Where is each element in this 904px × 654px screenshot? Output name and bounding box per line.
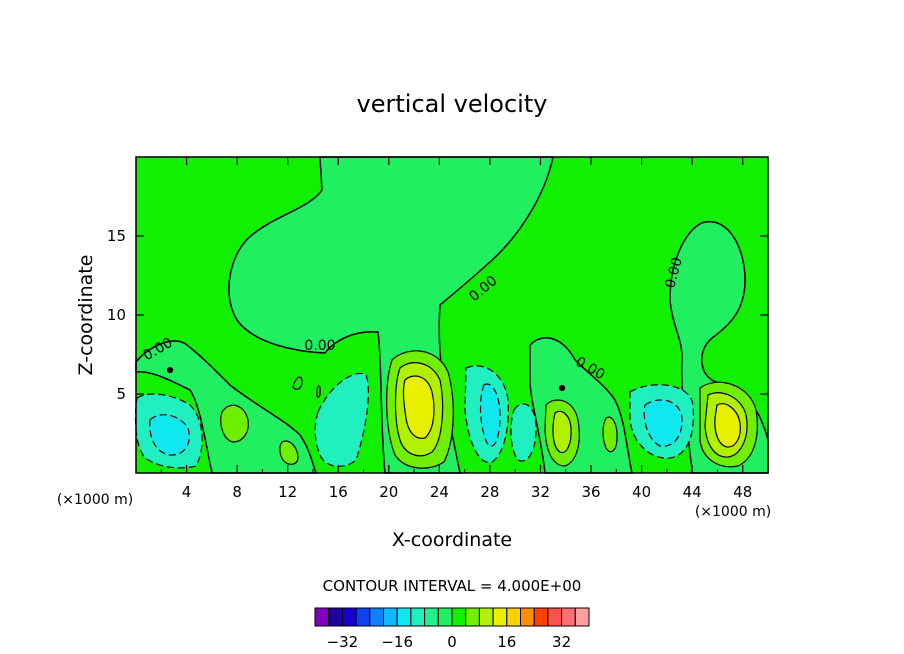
colorbar-tick-labels: −32 −16 0 16 32	[327, 633, 572, 651]
x-axis-label: X-coordinate	[392, 529, 512, 551]
x-tick-label: 48	[733, 483, 752, 501]
colorbar-tick-label: −16	[381, 633, 413, 651]
y-tick-label: 10	[107, 306, 126, 324]
x-unit-right: (×1000 m)	[695, 504, 771, 520]
x-tick-label: 20	[379, 483, 398, 501]
colorbar-swatch	[478, 607, 494, 627]
colorbar-swatch	[561, 607, 576, 627]
y-tick-label: 15	[107, 227, 126, 245]
colorbar-swatch	[492, 607, 508, 627]
colorbar-swatch	[355, 607, 371, 627]
x-tick-label: 40	[632, 483, 651, 501]
colorbar-swatch	[574, 607, 590, 627]
updraft-regions	[220, 350, 758, 469]
colorbar-swatch	[520, 607, 535, 627]
colorbar-swatch	[341, 607, 357, 627]
x-tick-label: 4	[182, 483, 192, 501]
colorbar-tick-label: 16	[497, 633, 516, 651]
contour-interval-text: CONTOUR INTERVAL = 4.000E+00	[323, 577, 582, 595]
y-axis-ticks: 5 10 15	[107, 227, 768, 403]
x-tick-label: 12	[278, 483, 297, 501]
small-contours	[166, 366, 566, 399]
x-unit-left: (×1000 m)	[57, 492, 133, 508]
colorbar-tick-label: 32	[552, 633, 571, 651]
x-tick-label: 32	[531, 483, 550, 501]
y-axis-label: Z-coordinate	[75, 255, 97, 376]
colorbar-swatch	[465, 607, 480, 627]
colorbar-tick-label: −32	[327, 633, 359, 651]
y-tick-label: 5	[116, 385, 126, 403]
colorbar-swatch	[506, 607, 521, 627]
downdraft-regions	[134, 365, 694, 469]
colorbar-swatch	[383, 607, 398, 627]
x-tick-label: 36	[581, 483, 600, 501]
colorbar-swatch	[328, 607, 343, 627]
colorbar-swatch	[396, 607, 412, 627]
x-tick-label: 8	[232, 483, 242, 501]
contour-label: 0.00	[662, 256, 686, 290]
colorbar-swatch	[533, 607, 549, 627]
colorbar-swatch	[547, 607, 563, 627]
colorbar-swatch	[451, 607, 467, 627]
colorbar-tick-label: 0	[447, 633, 457, 651]
colorbar-swatch	[314, 607, 330, 627]
x-tick-label: 28	[480, 483, 499, 501]
positive-region-upper	[228, 156, 554, 474]
contour-label: 0.00	[304, 338, 335, 354]
colorbar-swatch	[424, 607, 439, 627]
colorbar-swatch	[410, 607, 426, 627]
x-tick-label: 16	[329, 483, 348, 501]
colorbar-swatch	[369, 607, 384, 627]
x-tick-label: 44	[683, 483, 702, 501]
colorbar	[314, 607, 590, 627]
colorbar-swatch	[437, 607, 453, 627]
plot-area	[134, 156, 769, 474]
chart-title: vertical velocity	[357, 90, 548, 118]
x-axis-ticks: 4 8 12 16 20 24 28 32 36 40 44 48	[160, 157, 752, 501]
x-tick-label: 24	[430, 483, 449, 501]
